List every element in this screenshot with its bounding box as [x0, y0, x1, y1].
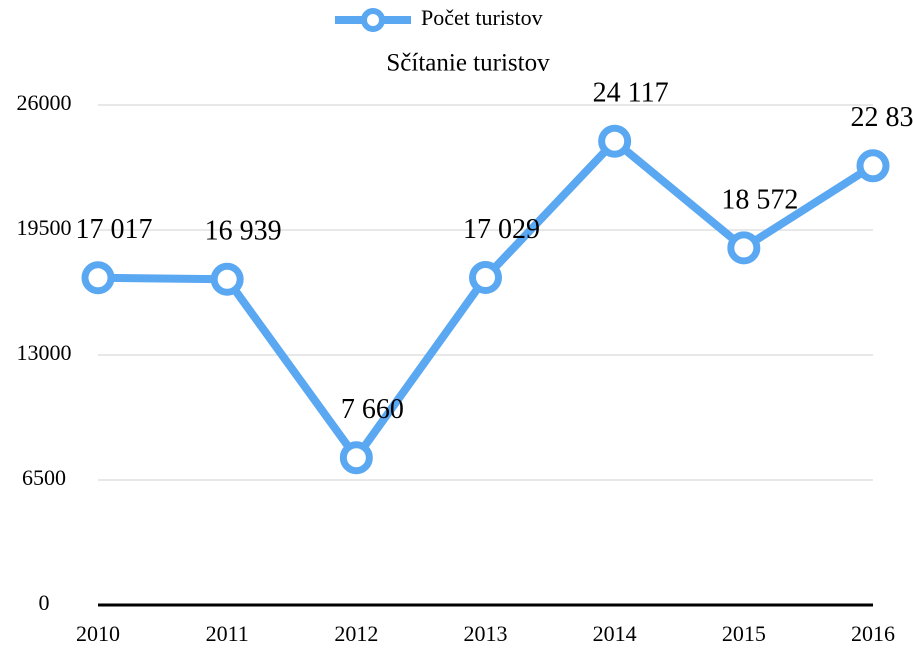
- data-label: 18 572: [721, 184, 798, 215]
- data-label: 24 117: [593, 78, 669, 109]
- data-point: [727, 231, 761, 265]
- x-tick-label: 2015: [722, 621, 766, 646]
- legend-label: Počet turistov: [421, 5, 543, 30]
- data-label: 22 839: [851, 102, 913, 133]
- data-point: [598, 124, 632, 158]
- data-label: 17 029: [463, 214, 540, 245]
- data-point: [210, 262, 244, 296]
- x-tick-label: 2011: [206, 621, 249, 646]
- y-tick-label: 19500: [17, 215, 72, 240]
- x-tick-label: 2014: [593, 621, 637, 646]
- x-tick-label: 2016: [851, 621, 895, 646]
- data-point: [469, 261, 502, 295]
- data-label: 17 017: [76, 214, 153, 245]
- y-tick-label: 13000: [17, 340, 72, 365]
- chart-title: Sčítanie turistov: [386, 50, 550, 77]
- y-tick-label: 0: [39, 590, 50, 615]
- data-point: [81, 261, 115, 295]
- data-point: [339, 441, 373, 475]
- data-point: [856, 149, 890, 183]
- data-label: 16 939: [205, 216, 282, 247]
- x-tick-label: 2012: [334, 621, 378, 646]
- y-tick-label: 26000: [17, 90, 72, 115]
- y-tick-label: 6500: [22, 465, 66, 490]
- x-tick-label: 2010: [76, 621, 120, 646]
- legend-marker: [361, 8, 385, 32]
- x-tick-label: 2013: [464, 621, 508, 646]
- data-label: 7 660: [341, 394, 404, 425]
